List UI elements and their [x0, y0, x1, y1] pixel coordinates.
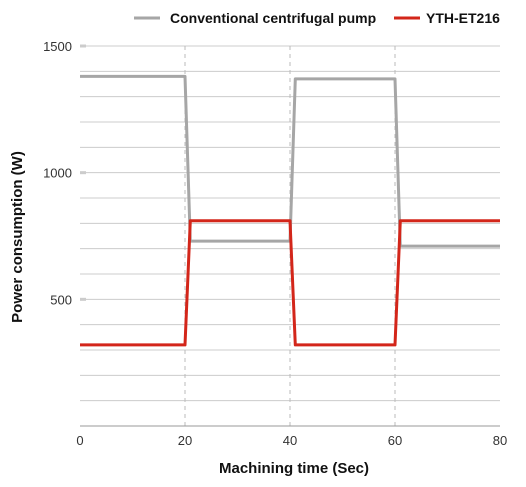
x-tick-label: 40	[283, 433, 297, 448]
y-tick-label: 1000	[43, 166, 72, 181]
y-tick-label: 1500	[43, 39, 72, 54]
x-tick-label: 0	[76, 433, 83, 448]
y-tick-label: 500	[50, 292, 72, 307]
series-line-conventional	[80, 74, 500, 248]
legend-label-yth-et216: YTH-ET216	[426, 10, 500, 26]
legend-label-conventional: Conventional centrifugal pump	[170, 10, 376, 26]
legend: Conventional centrifugal pump YTH-ET216	[134, 10, 500, 26]
legend-item-yth-et216: YTH-ET216	[394, 10, 500, 26]
x-axis-title: Machining time (Sec)	[219, 460, 369, 477]
plot-area: 0 20 40 60 80 500 1000 1500	[43, 39, 507, 448]
x-tick-label: 80	[493, 433, 507, 448]
x-tick-label: 60	[388, 433, 402, 448]
x-tick-label: 20	[178, 433, 192, 448]
series-line-yth-et216	[80, 219, 500, 347]
y-axis-title: Power consumption (W)	[9, 151, 26, 323]
legend-item-conventional: Conventional centrifugal pump	[134, 10, 376, 26]
